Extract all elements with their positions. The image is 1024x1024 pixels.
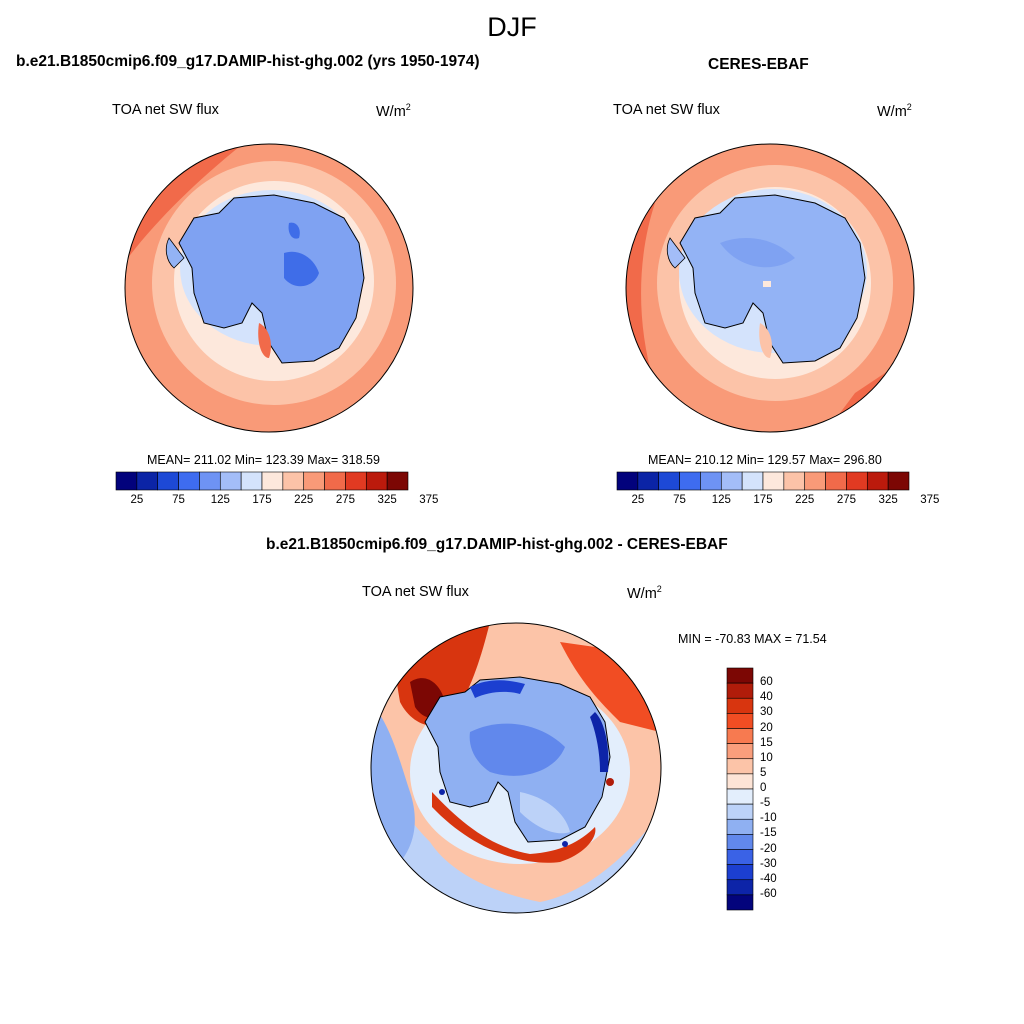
obs-colorbar-box: [887, 471, 910, 491]
obs-colorbar-ticks: 25 75 125 175 225 275 325 375: [617, 494, 939, 510]
obs-variable-label: TOA net SW flux: [613, 102, 720, 118]
model-colorbar-box: [261, 471, 284, 491]
model-colorbar-box: [115, 471, 138, 491]
diff-stats: MIN = -70.83 MAX = 71.54: [678, 632, 827, 646]
diff-units-label: W/m2: [627, 584, 662, 602]
obs-colorbar-tick: 325: [878, 494, 898, 506]
obs-colorbar-box: [720, 471, 743, 491]
obs-colorbar: [616, 471, 910, 491]
model-variable-label: TOA net SW flux: [112, 102, 219, 118]
obs-polar-map: [625, 143, 915, 433]
model-colorbar-box: [324, 471, 346, 491]
obs-colorbar-tick: 175: [753, 494, 773, 506]
diff-colorbar-tick: 10: [760, 751, 773, 764]
obs-units-label: W/m2: [877, 102, 912, 120]
diff-colorbar-box: [726, 788, 754, 805]
obs-colorbar-tick: 125: [711, 494, 731, 506]
diff-colorbar-box: [726, 758, 754, 775]
diff-colorbar-box: [726, 728, 754, 744]
model-panel-title: b.e21.B1850cmip6.f09_g17.DAMIP-hist-ghg.…: [16, 53, 480, 70]
diff-colorbar-tick: 60: [760, 676, 773, 689]
model-colorbar-box: [365, 471, 388, 491]
model-colorbar-tick: 275: [335, 494, 356, 506]
model-colorbar-tick: 375: [419, 494, 439, 506]
model-colorbar-ticks: 25 75 125 175 225 275 325 375: [116, 494, 438, 510]
obs-colorbar-box: [804, 471, 826, 491]
diff-colorbar-tick: -30: [760, 857, 777, 870]
diff-colorbar-tick: 0: [760, 782, 767, 794]
obs-colorbar-tick: 25: [631, 494, 645, 506]
diff-colorbar-box: [726, 667, 754, 684]
obs-colorbar-box: [616, 471, 639, 491]
model-colorbar-box: [240, 471, 263, 491]
diff-colorbar-box: [726, 743, 754, 760]
diff-colorbar-tick: -60: [760, 887, 777, 900]
diff-colorbar-box: [726, 818, 754, 835]
obs-colorbar-tick: 75: [673, 494, 686, 506]
diff-colorbar-tick: -5: [760, 797, 771, 810]
diff-colorbar-ticks: 60 40 30 20 15 10 5 0 -5 -10 -15 -20 -30 -40 -60: [760, 668, 800, 910]
obs-colorbar-tick: 225: [795, 494, 815, 506]
diff-colorbar-box: [726, 713, 754, 729]
model-colorbar-box: [157, 471, 179, 491]
diff-colorbar-tick: 30: [760, 706, 773, 719]
diff-variable-label: TOA net SW flux: [362, 584, 469, 600]
model-colorbar-box: [282, 471, 305, 491]
obs-colorbar-box: [825, 471, 847, 491]
diff-colorbar-tick: 20: [760, 721, 773, 734]
diff-colorbar-box: [726, 682, 754, 699]
diff-colorbar-box: [726, 834, 754, 850]
obs-colorbar-box: [679, 471, 701, 491]
obs-colorbar-box: [783, 471, 806, 491]
diff-colorbar: [726, 667, 754, 911]
model-colorbar-box: [136, 471, 159, 491]
diff-colorbar-box: [726, 803, 754, 820]
obs-stats: MEAN= 210.12 Min= 129.57 Max= 296.80: [648, 453, 882, 467]
diff-colorbar-tick: 15: [760, 736, 773, 749]
obs-colorbar-box: [637, 471, 660, 491]
obs-colorbar-box: [866, 471, 889, 491]
diff-panel-title: b.e21.B1850cmip6.f09_g17.DAMIP-hist-ghg.…: [266, 536, 728, 553]
model-colorbar-box: [386, 471, 409, 491]
diff-colorbar-tick: 5: [760, 766, 767, 779]
model-colorbar-box: [345, 471, 367, 491]
diff-colorbar-tick: -10: [760, 812, 777, 825]
obs-colorbar-box: [658, 471, 680, 491]
diff-colorbar-tick: -15: [760, 827, 777, 840]
model-colorbar-tick: 125: [210, 494, 230, 506]
model-colorbar-tick: 75: [172, 494, 185, 506]
diff-colorbar-box: [726, 849, 754, 865]
model-colorbar-tick: 175: [252, 494, 272, 506]
model-colorbar-box: [219, 471, 242, 491]
diff-colorbar-tick: -40: [760, 872, 777, 885]
model-colorbar-tick: 325: [377, 494, 397, 506]
figure-title: DJF: [487, 12, 537, 42]
diff-polar-map: [370, 622, 662, 914]
model-stats: MEAN= 211.02 Min= 123.39 Max= 318.59: [147, 453, 380, 467]
model-colorbar-box: [178, 471, 200, 491]
diff-colorbar-tick: -20: [760, 842, 777, 855]
obs-colorbar-tick: 375: [920, 494, 940, 506]
model-colorbar-tick: 25: [130, 494, 144, 506]
obs-panel-title: CERES-EBAF: [708, 56, 809, 73]
obs-colorbar-tick: 275: [836, 494, 857, 506]
model-polar-map: [124, 143, 414, 433]
diff-colorbar-box: [726, 773, 754, 790]
model-units-label: W/m2: [376, 102, 411, 120]
diff-colorbar-tick: 40: [760, 691, 773, 704]
diff-colorbar-box: [726, 894, 754, 911]
diff-colorbar-box: [726, 864, 754, 881]
obs-colorbar-box: [762, 471, 785, 491]
obs-colorbar-box: [741, 471, 764, 491]
model-colorbar: [115, 471, 409, 491]
model-colorbar-box: [303, 471, 325, 491]
obs-colorbar-box: [846, 471, 868, 491]
obs-colorbar-box: [700, 471, 722, 491]
model-colorbar-box: [199, 471, 221, 491]
diff-colorbar-box: [726, 879, 754, 896]
model-colorbar-tick: 225: [294, 494, 314, 506]
diff-colorbar-box: [726, 697, 754, 714]
